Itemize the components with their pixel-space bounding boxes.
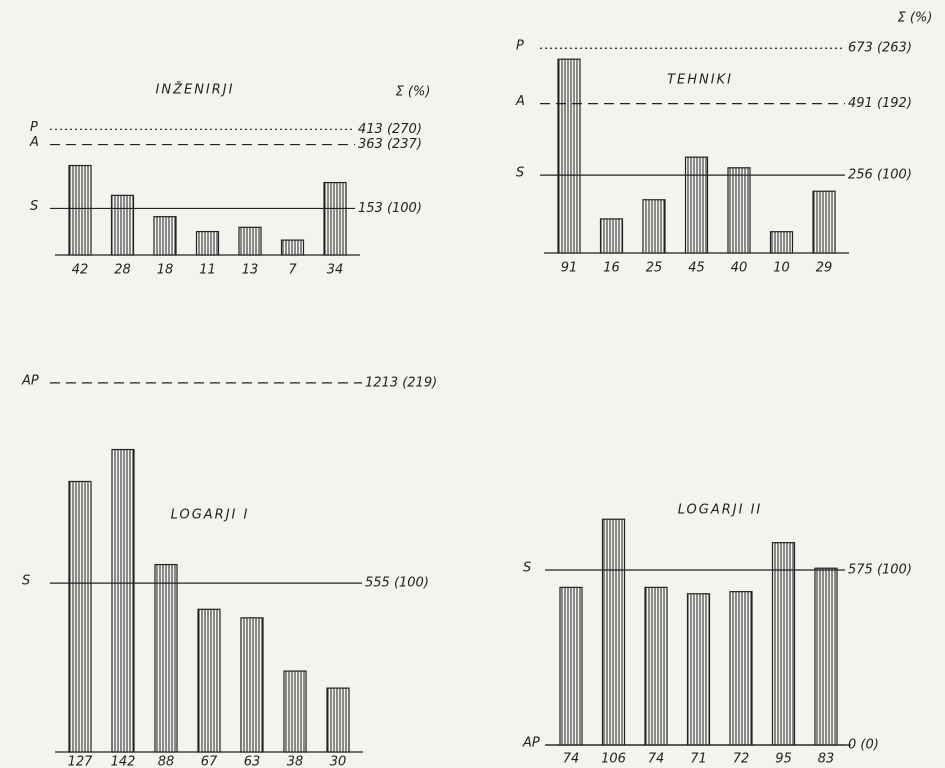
bar xyxy=(111,448,135,753)
bar-label: 74 xyxy=(563,752,580,767)
reference-label: 153 (100) xyxy=(358,201,422,216)
reference-label: 491 (192) xyxy=(848,96,912,111)
chart-title: INŽENIRJI xyxy=(156,82,235,98)
bar xyxy=(110,194,135,256)
bar-label: 38 xyxy=(287,755,304,768)
bar-label: 91 xyxy=(561,261,578,276)
bar-label: 127 xyxy=(68,755,94,768)
bar xyxy=(197,608,221,753)
bar xyxy=(68,480,92,753)
reference-name: S xyxy=(22,574,30,589)
bar-label: 45 xyxy=(688,261,705,276)
reference-name: S xyxy=(523,561,531,576)
bar xyxy=(283,670,307,753)
reference-name: AP xyxy=(21,373,39,388)
reference-name: AP xyxy=(522,736,540,751)
bar xyxy=(559,586,583,746)
bar xyxy=(601,518,626,746)
bar-label: 42 xyxy=(72,263,89,278)
reference-label: 256 (100) xyxy=(848,168,912,183)
reference-label: 363 (237) xyxy=(358,137,422,152)
bar xyxy=(644,586,668,746)
reference-label: 575 (100) xyxy=(848,563,912,578)
reference-name: S xyxy=(30,199,38,214)
bar xyxy=(769,231,794,254)
bar-label: 63 xyxy=(244,755,261,768)
bar-label: 83 xyxy=(818,752,835,767)
bar xyxy=(323,181,347,256)
bar xyxy=(154,563,178,753)
bar xyxy=(599,218,624,254)
bar-label: 16 xyxy=(603,261,620,276)
bar-label: 25 xyxy=(646,261,663,276)
bar-label: 72 xyxy=(733,752,750,767)
bar-label: 29 xyxy=(816,261,833,276)
bar-label: 13 xyxy=(242,263,259,278)
chart-title: LOGARJI I xyxy=(171,508,250,523)
bar-label: 28 xyxy=(114,263,131,278)
bar xyxy=(812,190,836,254)
bar-label: 95 xyxy=(775,752,792,767)
bar xyxy=(814,567,838,746)
reference-name: A xyxy=(515,94,525,109)
bar-label: 71 xyxy=(690,752,707,767)
bar-label: 34 xyxy=(327,263,344,278)
bar-label: 142 xyxy=(111,755,136,768)
bar xyxy=(684,156,709,254)
bar xyxy=(686,593,711,746)
bar xyxy=(195,230,220,256)
reference-name: P xyxy=(516,39,524,54)
bar-label: 40 xyxy=(731,261,748,276)
reference-name: A xyxy=(29,135,39,150)
bar xyxy=(729,591,753,746)
bar xyxy=(68,164,92,256)
bar-label: 18 xyxy=(157,263,174,278)
bar-label: 74 xyxy=(648,752,665,767)
bar-label: 10 xyxy=(773,261,790,276)
bar xyxy=(771,542,796,746)
bar xyxy=(240,617,264,753)
reference-label: 1213 (219) xyxy=(365,375,437,390)
bar xyxy=(238,226,262,256)
chart-title: TEHNIKI xyxy=(667,73,733,88)
sum-header: Σ (%) xyxy=(898,11,933,26)
reference-label: 673 (263) xyxy=(848,41,912,56)
bar xyxy=(557,58,581,254)
chart-title: LOGARJI II xyxy=(678,503,763,518)
bar-label: 7 xyxy=(288,263,297,278)
bar-label: 67 xyxy=(201,755,218,768)
bar xyxy=(727,167,751,254)
reference-label: 555 (100) xyxy=(365,576,429,591)
reference-name: S xyxy=(516,166,524,181)
reference-label: 0 (0) xyxy=(848,738,879,753)
bar-label: 11 xyxy=(199,263,216,278)
reference-label: 413 (270) xyxy=(358,122,422,137)
bar-label: 30 xyxy=(330,755,347,768)
bar-label: 88 xyxy=(158,755,175,768)
bar xyxy=(153,216,177,256)
reference-name: P xyxy=(30,120,38,135)
sum-header: Σ (%) xyxy=(396,85,431,100)
bar xyxy=(326,687,350,753)
bar xyxy=(280,239,305,256)
bar-label: 106 xyxy=(601,752,626,767)
bar xyxy=(642,199,666,254)
